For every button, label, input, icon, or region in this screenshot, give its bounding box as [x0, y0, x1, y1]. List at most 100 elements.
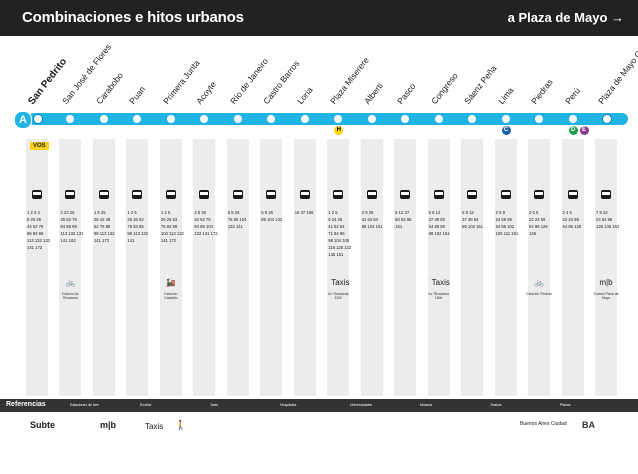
bus-lines-row: 86 102 151 — [462, 224, 484, 229]
bus-shape — [232, 190, 243, 199]
bus-icon — [467, 190, 478, 200]
station-dot[interactable] — [535, 115, 544, 123]
bus-lines-row: 8 25 26 — [27, 217, 41, 222]
bus-lines-row: 2 8 26 — [361, 210, 374, 215]
legend-item: Hospitales — [280, 403, 297, 407]
bus-lines-row: 141 172 — [27, 245, 43, 250]
poi-label: Av. Rivadavia 3100 — [328, 292, 349, 300]
poi-label: Estación Caballito — [164, 292, 178, 300]
bus-lines-row: 86 104 132 — [261, 217, 283, 222]
station-dot[interactable] — [166, 115, 175, 123]
bus-lines-row: 64 86 126 — [529, 224, 548, 229]
station-band — [260, 139, 283, 396]
bus-icon — [299, 190, 310, 200]
station-column — [188, 36, 220, 396]
bus-icon — [366, 190, 377, 200]
bus-lines-row: 1 2 3 4 — [27, 210, 40, 215]
station-band — [26, 139, 48, 396]
bus-shape — [534, 190, 545, 199]
bus-lines-row: 99 113 132 — [127, 231, 149, 236]
legend-title: Referencias — [6, 401, 46, 408]
station-dot[interactable] — [401, 115, 410, 123]
station-dot[interactable] — [233, 115, 242, 123]
station-dot[interactable] — [33, 114, 43, 124]
station-column — [322, 36, 354, 396]
bus-lines-row: 98 102 151 — [428, 231, 450, 236]
station-band — [193, 139, 216, 396]
bus-lines-row: 2 4 5 — [562, 210, 572, 215]
footer-bottom — [0, 412, 638, 474]
bus-icon — [333, 190, 344, 200]
bus-shape — [500, 190, 511, 199]
bus-lines-row: 2 5 26 — [194, 210, 206, 215]
station-dot[interactable] — [200, 115, 209, 123]
bus-lines-row: 1 2 5 — [160, 210, 171, 215]
station-dot[interactable] — [468, 115, 477, 123]
station-dot[interactable] — [568, 115, 577, 123]
bus-lines-row: 71 84 86 — [328, 231, 345, 236]
bus-lines-row: 141 163 — [60, 238, 76, 243]
station-column — [523, 36, 555, 396]
line-c-connection-badge: C — [501, 126, 511, 135]
station-band — [327, 139, 350, 396]
bus-shape — [299, 190, 310, 199]
station-dot[interactable] — [434, 115, 443, 123]
bus-lines-row: 126 146 152 — [596, 224, 620, 229]
footer-taxis-label: Taxis — [145, 422, 164, 431]
bus-icon — [534, 190, 545, 200]
bus-lines-row: 99 113 132 — [93, 231, 115, 236]
legend-item: Museos — [420, 403, 433, 407]
bus-icon — [266, 190, 277, 200]
bus-icon — [165, 190, 176, 200]
bus-lines-row: 37 39 64 — [462, 217, 479, 222]
legend-item: Universidades — [350, 403, 373, 407]
station-column — [54, 36, 86, 396]
bus-lines-row: 146 — [529, 231, 537, 236]
station-column — [155, 36, 187, 396]
city-brand: Buenos Aires Ciudad — [520, 421, 567, 427]
station-dot[interactable] — [334, 115, 343, 123]
station-dot[interactable] — [267, 115, 276, 123]
bus-shape — [467, 190, 478, 199]
bus-lines-row: 5 8 12 — [462, 210, 474, 215]
poi-icon: Taxis — [331, 278, 350, 287]
station-band — [461, 139, 484, 396]
station-dot[interactable] — [300, 115, 309, 123]
station-column — [557, 36, 589, 396]
station-dot[interactable] — [133, 115, 142, 123]
station-dot[interactable] — [602, 114, 612, 124]
bus-lines-row: 26 52 76 — [60, 217, 77, 222]
bus-lines-row: 22 24 59 — [529, 217, 546, 222]
station-column — [356, 36, 388, 396]
station-column — [590, 36, 622, 396]
station-dot[interactable] — [66, 115, 75, 123]
bus-icon — [32, 190, 42, 200]
bus-icon — [199, 190, 210, 200]
bus-lines-row: 1 2 5 — [127, 210, 137, 215]
bus-lines-row: 60 64 86 — [395, 217, 412, 222]
subte-icon: Subte — [30, 420, 56, 430]
bus-lines-row: 2 5 8 — [529, 210, 539, 215]
bus-lines-row: 25 26 52 — [127, 217, 144, 222]
bus-lines-row: 141 172 — [160, 238, 177, 243]
bus-lines-row: 41 62 64 — [328, 224, 345, 229]
bus-lines-row: 132 141 — [227, 224, 243, 229]
bus-shape — [400, 190, 411, 199]
bus-icon — [400, 190, 411, 200]
station-band — [528, 139, 551, 396]
bus-shape — [333, 190, 344, 199]
bus-lines-row: 2 5 8 — [495, 210, 505, 215]
bus-shape — [366, 190, 377, 199]
station-dot[interactable] — [367, 115, 376, 123]
bus-lines-row: 64 86 126 — [562, 224, 582, 229]
legend-item: Plazas — [560, 403, 571, 407]
station-dot[interactable] — [501, 115, 510, 123]
bus-lines-row: 76 86 104 — [227, 217, 247, 222]
bus-lines-row: 8 12 37 — [395, 210, 410, 215]
station-column — [289, 36, 321, 396]
station-band — [561, 139, 584, 396]
station-dot[interactable] — [99, 115, 108, 123]
poi-label: Ciclovía Av. Rivadavia — [61, 292, 80, 300]
station-column — [423, 36, 455, 396]
